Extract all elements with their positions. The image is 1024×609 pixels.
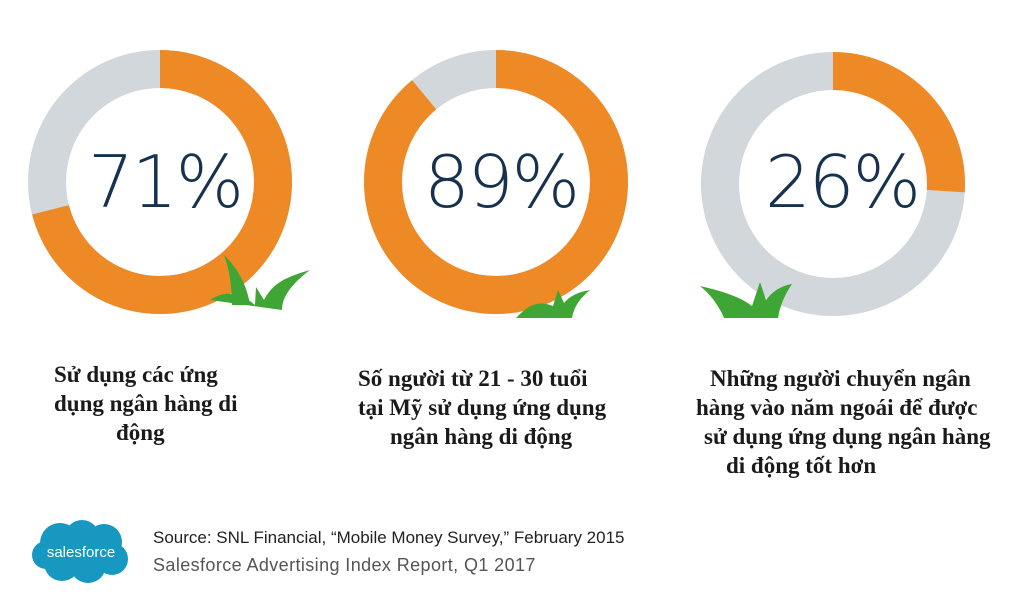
percent-label: 71% — [87, 140, 244, 224]
caption-line: Sử dụng các ứng — [54, 362, 218, 387]
donut-svg-1 — [28, 50, 310, 314]
donut-chart-3: 26% — [676, 0, 1016, 340]
grass-icon — [700, 282, 792, 318]
report-note: Salesforce Advertising Index Report, Q1 … — [153, 555, 536, 575]
source-note: Source: SNL Financial, “Mobile Money Sur… — [153, 528, 625, 547]
grass-icon — [516, 290, 590, 318]
caption-line: Những người chuyển ngân — [710, 366, 971, 391]
donut-value-slice — [701, 52, 965, 316]
percent-label: 89% — [423, 140, 580, 224]
caption-line: dụng ngân hàng di — [54, 391, 238, 416]
caption-line: hàng vào năm ngoái để được — [696, 395, 978, 420]
caption-line: tại Mỹ sử dụng ứng dụng — [358, 395, 607, 420]
donut-value-slice — [28, 50, 292, 314]
salesforce-logo: salesforce — [32, 520, 128, 583]
donut-chart-2: 89% — [338, 0, 678, 340]
caption-1: Sử dụng các ứng dụng ngân hàng di động — [54, 360, 237, 447]
donut-chart-1: 71% — [0, 0, 340, 340]
grass-icon — [210, 255, 310, 310]
donut-value-slice — [364, 50, 628, 314]
caption-line: sử dụng ứng dụng ngân hàng — [704, 424, 991, 449]
percent-label: 26% — [764, 140, 921, 224]
caption-line: động — [116, 420, 165, 445]
caption-2: Số người từ 21 - 30 tuổi tại Mỹ sử dụng … — [358, 364, 606, 451]
logo-text: salesforce — [47, 544, 115, 561]
caption-line: Số người từ 21 - 30 tuổi — [358, 366, 588, 391]
donut-svg-3 — [700, 52, 965, 318]
donut-svg-2 — [364, 50, 628, 318]
caption-line: di động tốt hơn — [726, 453, 877, 478]
caption-3: Những người chuyển ngân hàng vào năm ngo… — [696, 364, 991, 480]
caption-line: ngân hàng di động — [390, 424, 573, 449]
